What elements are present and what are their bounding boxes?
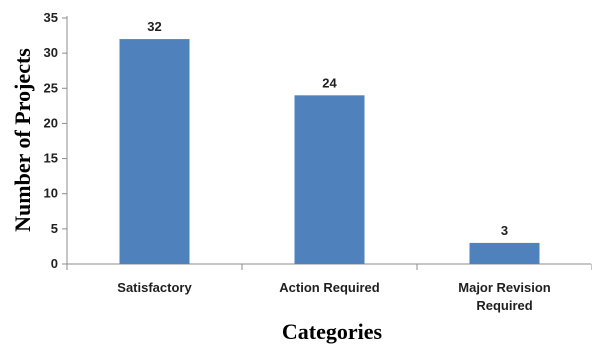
y-tick-label: 20 — [44, 115, 58, 130]
category-label: Major Revision Required — [458, 280, 551, 313]
data-label: 3 — [501, 223, 508, 238]
bar — [119, 39, 190, 265]
y-tick-label: 25 — [44, 80, 58, 95]
category-label: Satisfactory — [117, 280, 192, 295]
bar — [469, 242, 540, 264]
bars — [119, 39, 540, 265]
y-axis-title: Number of Projects — [10, 48, 35, 232]
y-tick-label: 30 — [44, 45, 58, 60]
data-label: 32 — [147, 19, 161, 34]
data-label: 24 — [322, 75, 337, 90]
y-tick-label: 35 — [44, 10, 58, 25]
y-tick-label: 0 — [51, 256, 58, 271]
y-tick-label: 15 — [44, 151, 58, 166]
x-axis-title: Categories — [282, 319, 383, 344]
labels: 32 Satisfactory 24 Action Required 3 Major Re… — [117, 19, 551, 313]
y-tick-label: 5 — [51, 221, 58, 236]
bar — [294, 95, 365, 264]
category-label: Action Required — [279, 280, 379, 295]
y-tick-label: 10 — [44, 186, 58, 201]
